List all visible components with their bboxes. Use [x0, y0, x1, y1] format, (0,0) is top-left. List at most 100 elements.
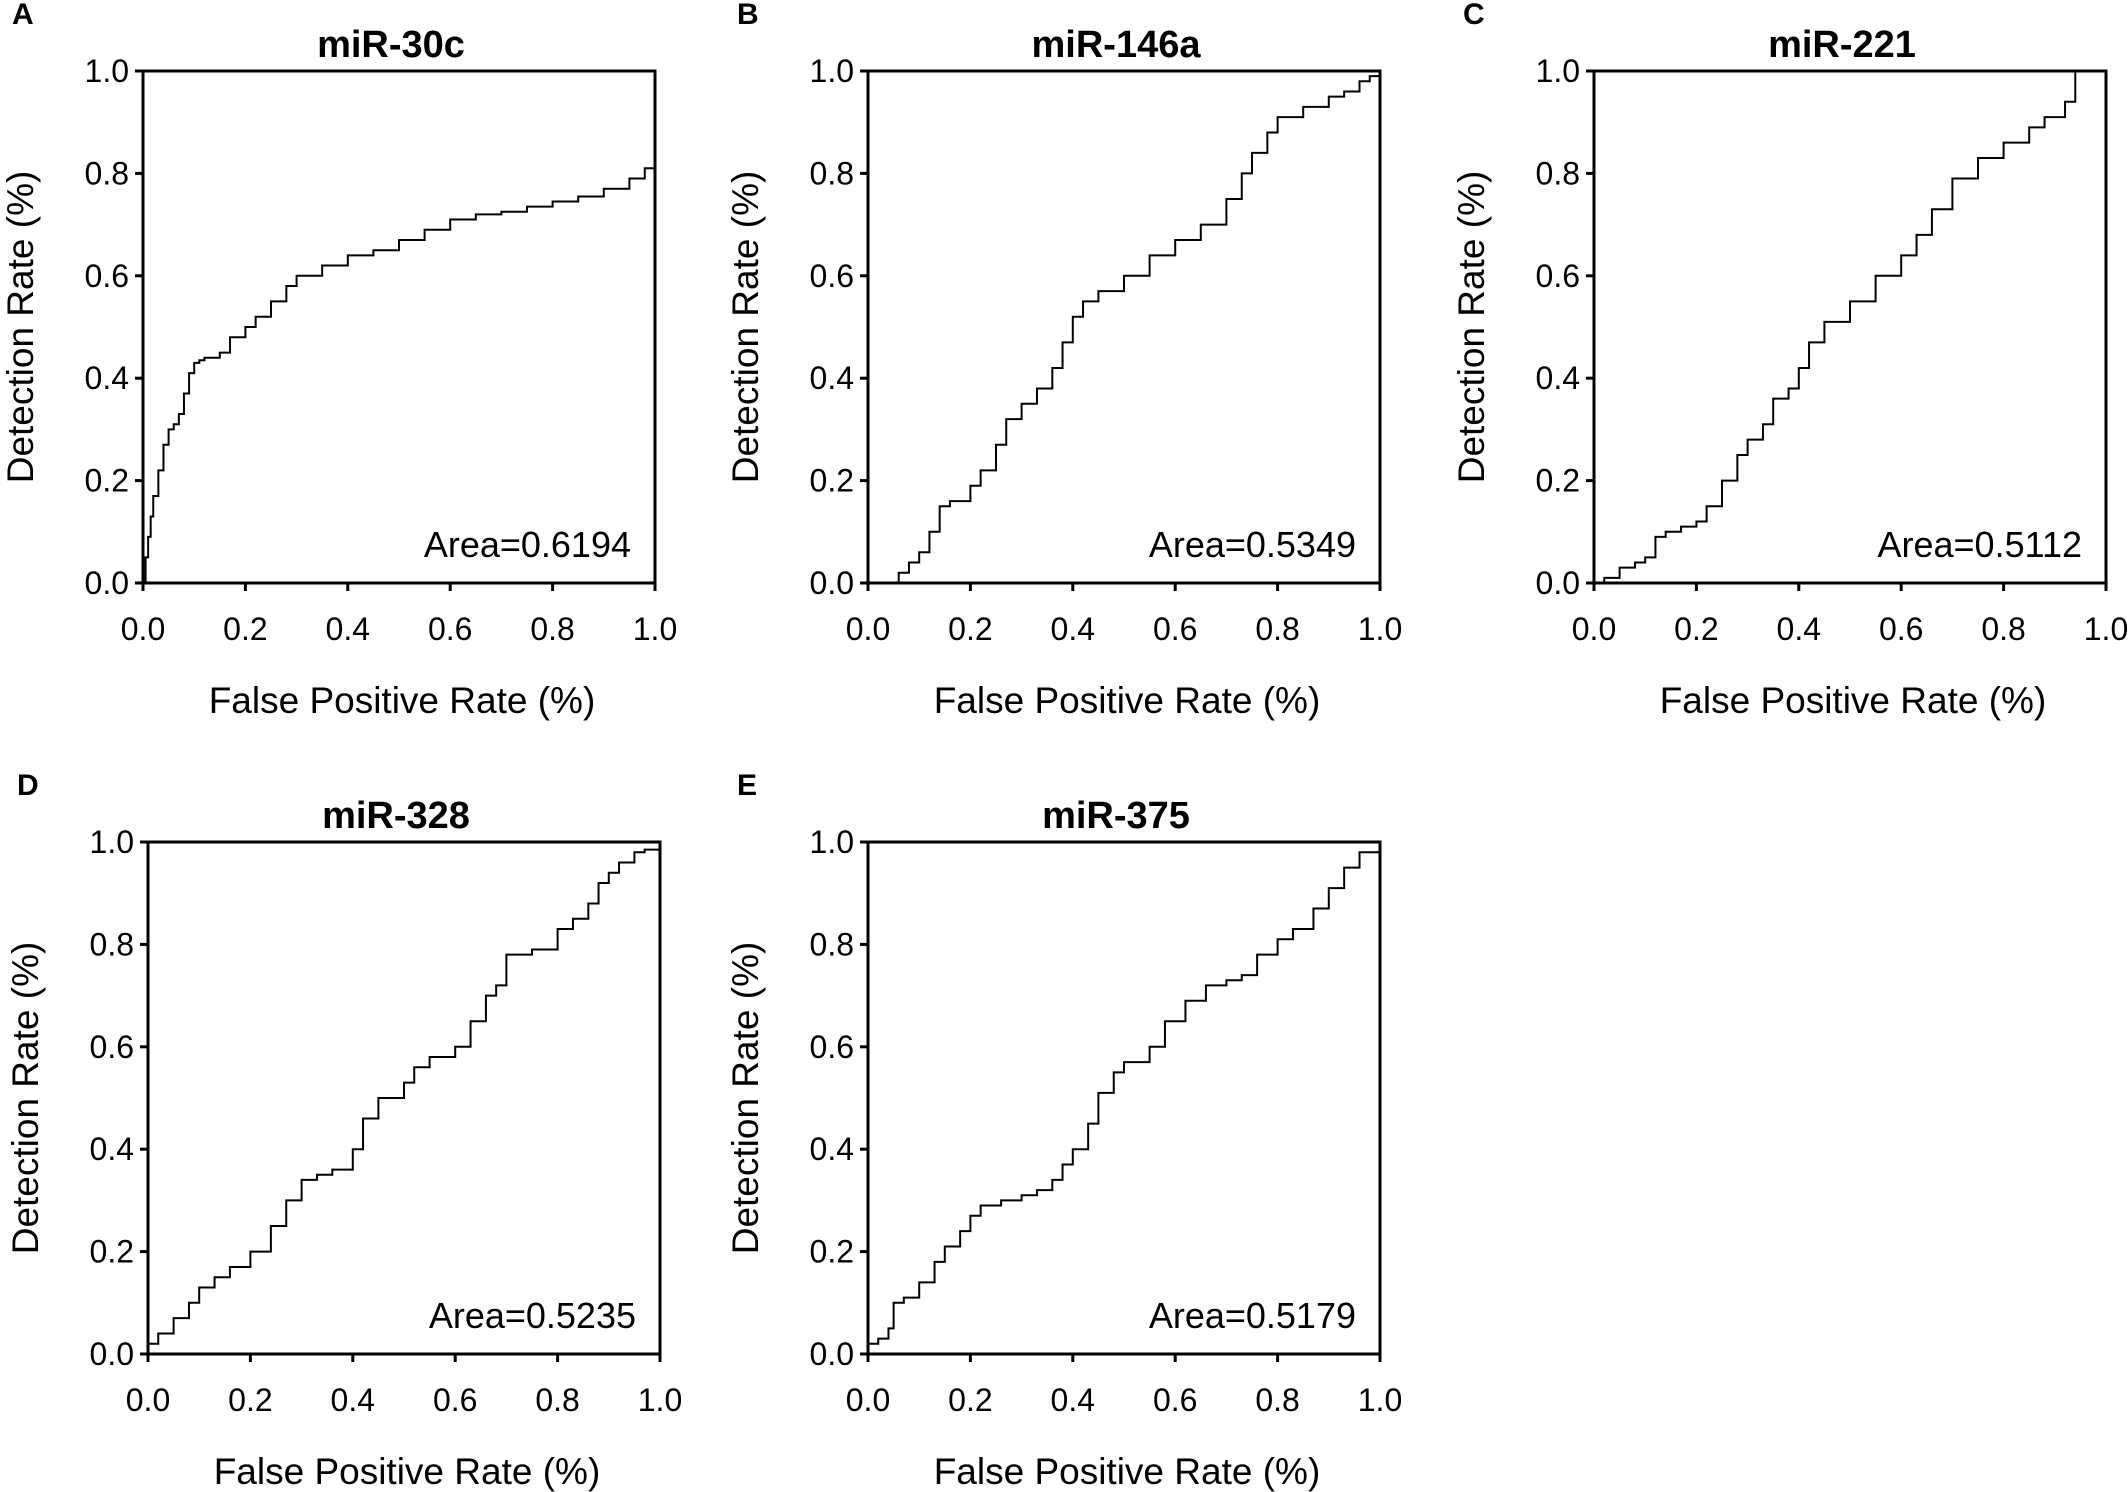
plot-frame	[146, 840, 662, 1356]
y-tick-label: 0.2	[810, 463, 854, 499]
y-axis-label: Detection Rate (%)	[1451, 171, 1492, 484]
x-tick-label: 0.4	[326, 611, 370, 647]
panel-letter: A	[12, 0, 34, 31]
panel-title: miR-30c	[317, 24, 465, 66]
y-tick-label: 0.0	[810, 1336, 854, 1372]
y-tick-label: 0.4	[810, 1131, 854, 1167]
x-tick-label: 0.4	[1777, 611, 1821, 647]
y-axis-label: Detection Rate (%)	[725, 942, 766, 1255]
x-tick-label: 0.8	[1255, 611, 1299, 647]
x-tick-label: 0.2	[948, 611, 992, 647]
x-tick-label: 0.6	[428, 611, 472, 647]
x-tick-label: 1.0	[1358, 611, 1402, 647]
x-tick-label: 0.8	[1981, 611, 2025, 647]
y-tick-label: 1.0	[85, 53, 129, 89]
x-tick-label: 0.6	[1153, 611, 1197, 647]
y-tick-label: 0.0	[1536, 565, 1580, 601]
x-tick-label: 0.6	[1879, 611, 1923, 647]
x-axis-label: False Positive Rate (%)	[209, 680, 596, 721]
y-tick-label: 1.0	[810, 824, 854, 860]
x-tick-label: 0.2	[223, 611, 267, 647]
panel-title: miR-375	[1042, 795, 1190, 837]
y-tick-label: 0.8	[90, 926, 134, 962]
panel-letter: E	[737, 769, 757, 802]
y-tick-label: 0.2	[85, 463, 129, 499]
x-tick-label: 1.0	[1358, 1382, 1402, 1418]
panel-letter: B	[737, 0, 759, 31]
y-tick-label: 0.6	[810, 258, 854, 294]
roc-curve	[868, 842, 1381, 1345]
roc-curve	[893, 71, 1381, 584]
plot-frame	[866, 69, 1382, 585]
y-tick-label: 0.0	[85, 565, 129, 601]
x-tick-label: 0.0	[846, 1382, 890, 1418]
panel-letter: C	[1463, 0, 1485, 31]
x-tick-label: 0.6	[1153, 1382, 1197, 1418]
y-axis-label: Detection Rate (%)	[725, 171, 766, 484]
x-tick-label: 1.0	[2084, 611, 2128, 647]
x-axis-label: False Positive Rate (%)	[214, 1451, 601, 1492]
x-tick-label: 0.8	[535, 1382, 579, 1418]
y-tick-label: 0.8	[810, 155, 854, 191]
y-tick-label: 0.4	[90, 1131, 134, 1167]
x-tick-label: 0.0	[1572, 611, 1616, 647]
y-axis-label: Detection Rate (%)	[5, 942, 46, 1255]
plot-frame	[866, 840, 1382, 1356]
y-tick-label: 0.4	[85, 360, 129, 396]
area-annotation: Area=0.6194	[424, 524, 631, 565]
x-tick-label: 0.4	[331, 1382, 375, 1418]
y-axis-label: Detection Rate (%)	[0, 171, 41, 484]
y-tick-label: 0.6	[1536, 258, 1580, 294]
area-annotation: Area=0.5235	[429, 1295, 636, 1336]
x-tick-label: 0.2	[1674, 611, 1718, 647]
y-tick-label: 0.0	[90, 1336, 134, 1372]
x-tick-label: 0.2	[228, 1382, 272, 1418]
x-tick-label: 0.0	[121, 611, 165, 647]
y-tick-label: 0.6	[810, 1029, 854, 1065]
area-annotation: Area=0.5179	[1149, 1295, 1356, 1336]
roc-curve	[1594, 71, 2077, 584]
panel-letter: D	[17, 769, 39, 802]
x-tick-label: 0.0	[846, 611, 890, 647]
y-tick-label: 0.0	[810, 565, 854, 601]
y-tick-label: 1.0	[810, 53, 854, 89]
x-tick-label: 1.0	[633, 611, 677, 647]
y-tick-label: 0.6	[90, 1029, 134, 1065]
x-tick-label: 0.6	[433, 1382, 477, 1418]
x-tick-label: 0.8	[1255, 1382, 1299, 1418]
y-tick-label: 0.2	[90, 1234, 134, 1270]
area-annotation: Area=0.5112	[1877, 524, 2082, 565]
x-axis-label: False Positive Rate (%)	[934, 1451, 1321, 1492]
y-tick-label: 0.4	[1536, 360, 1580, 396]
y-tick-label: 1.0	[1536, 53, 1580, 89]
plot-frame	[1592, 69, 2108, 585]
y-tick-label: 0.8	[810, 926, 854, 962]
y-tick-label: 0.2	[1536, 463, 1580, 499]
plot-frame	[141, 69, 657, 585]
x-axis-label: False Positive Rate (%)	[1660, 680, 2047, 721]
panel-title: miR-328	[322, 795, 470, 837]
y-tick-label: 0.6	[85, 258, 129, 294]
area-annotation: Area=0.5349	[1149, 524, 1356, 565]
x-tick-label: 1.0	[638, 1382, 682, 1418]
roc-curve	[143, 147, 656, 584]
y-tick-label: 0.4	[810, 360, 854, 396]
x-tick-label: 0.4	[1051, 611, 1095, 647]
x-tick-label: 0.8	[530, 611, 574, 647]
x-tick-label: 0.0	[126, 1382, 170, 1418]
panel-title: miR-221	[1768, 24, 1916, 66]
y-tick-label: 1.0	[90, 824, 134, 860]
x-axis-label: False Positive Rate (%)	[934, 680, 1321, 721]
y-tick-label: 0.2	[810, 1234, 854, 1270]
x-tick-label: 0.4	[1051, 1382, 1095, 1418]
y-tick-label: 0.8	[85, 155, 129, 191]
x-tick-label: 0.2	[948, 1382, 992, 1418]
panel-title: miR-146a	[1032, 24, 1202, 66]
roc-curve	[148, 842, 661, 1345]
